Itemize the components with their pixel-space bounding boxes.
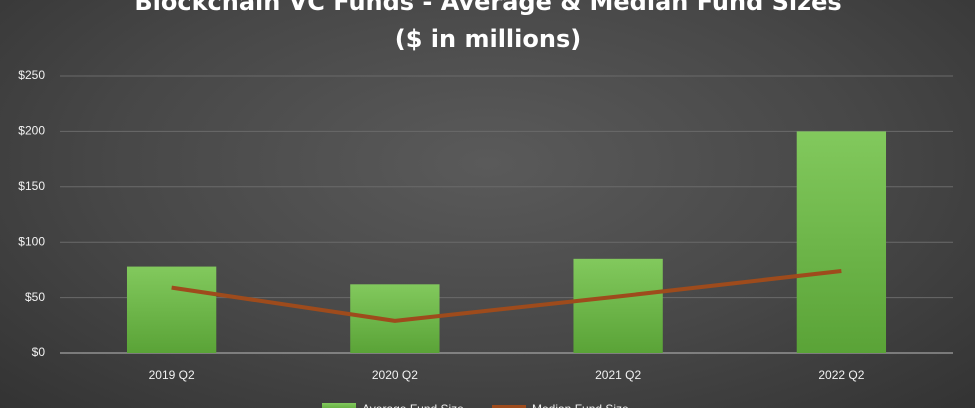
x-tick-label: 2022 Q2 <box>818 368 864 382</box>
legend-label: Median Fund Size <box>532 402 629 408</box>
legend-swatch <box>322 403 356 408</box>
x-tick-label: 2020 Q2 <box>372 368 418 382</box>
y-tick-label: $0 <box>32 345 46 359</box>
y-tick-label: $250 <box>18 68 45 82</box>
bar <box>796 131 887 353</box>
x-tick-label: 2019 Q2 <box>149 368 195 382</box>
y-tick-label: $150 <box>18 179 45 193</box>
y-tick-label: $100 <box>18 234 45 248</box>
y-tick-label: $200 <box>18 124 45 138</box>
chart-title: Blockchain VC Funds - Average & Median F… <box>134 0 842 53</box>
legend-label: Average Fund Size <box>362 402 464 408</box>
x-tick-label: 2021 Q2 <box>595 368 641 382</box>
line <box>171 269 842 323</box>
y-tick-label: $50 <box>25 290 45 304</box>
bar <box>126 266 217 353</box>
bar <box>573 258 663 353</box>
